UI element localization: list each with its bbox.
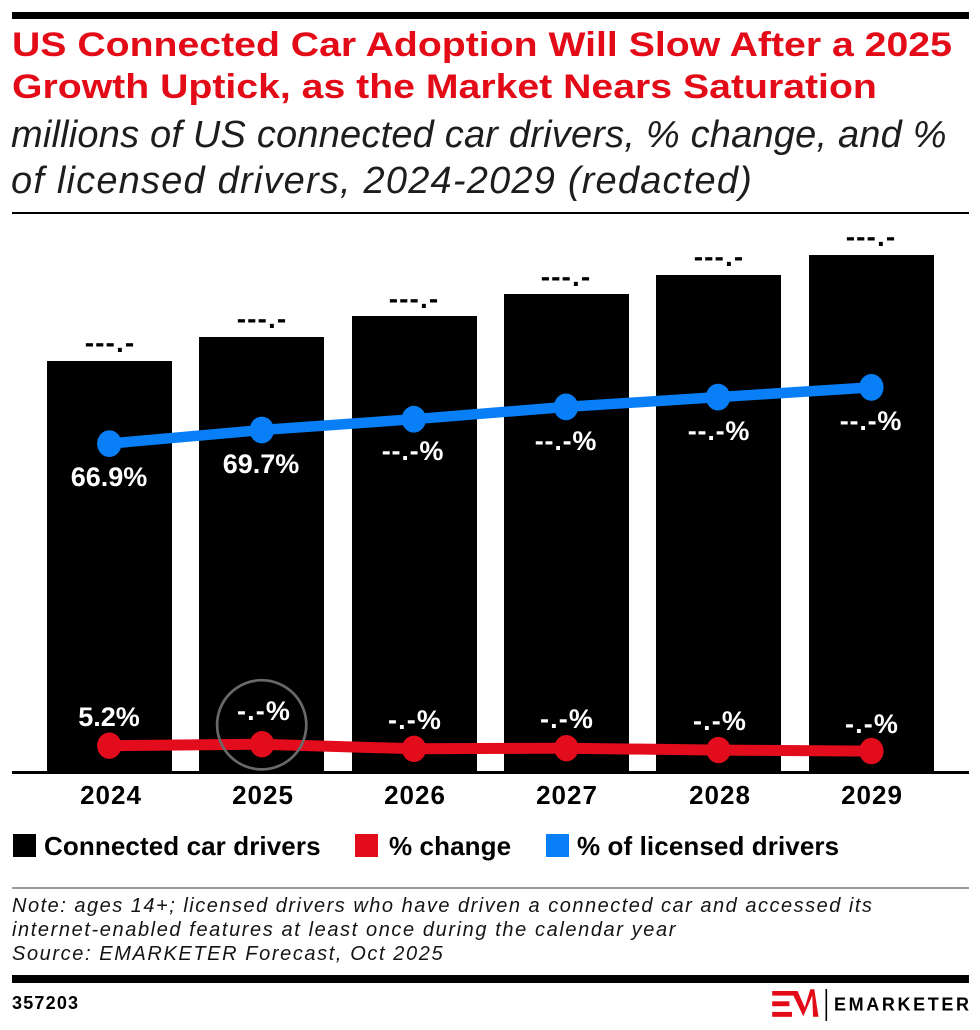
svg-text:EMARKETER: EMARKETER	[834, 995, 970, 1015]
